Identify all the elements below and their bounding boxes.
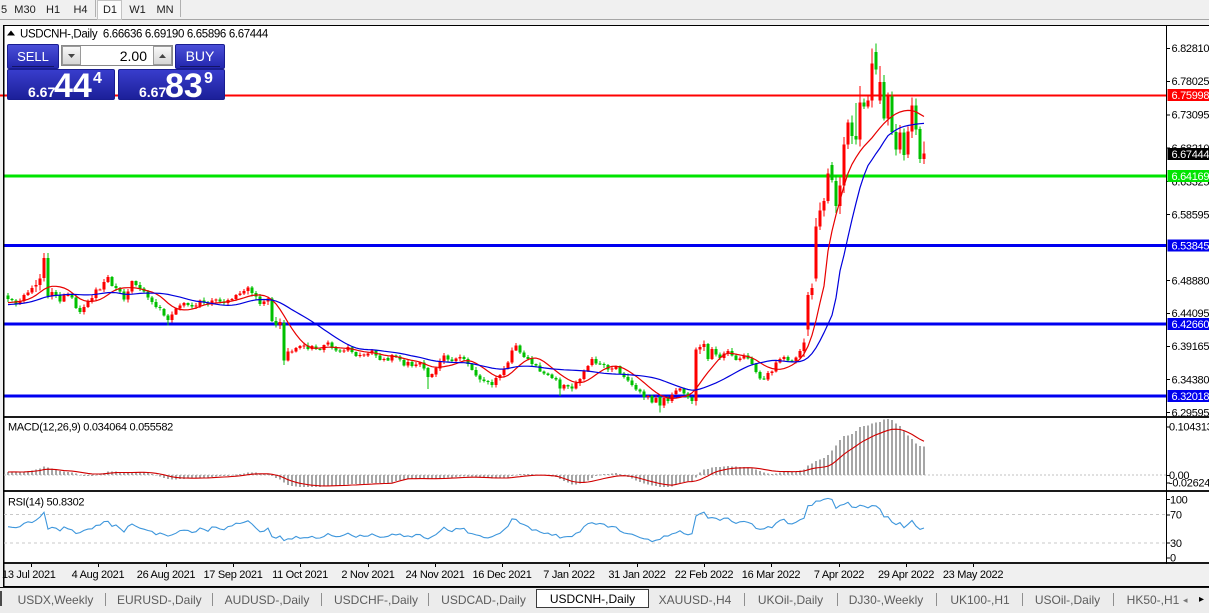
svg-text:-0.026249: -0.026249 bbox=[1169, 478, 1209, 490]
svg-text:6.78025: 6.78025 bbox=[1172, 76, 1209, 88]
svg-text:2 Nov 2021: 2 Nov 2021 bbox=[341, 569, 394, 581]
svg-text:6.82810: 6.82810 bbox=[1172, 43, 1209, 55]
svg-text:6.44095: 6.44095 bbox=[1172, 308, 1209, 320]
svg-text:USDCNH-,Daily 6.66636 6.69190: USDCNH-,Daily 6.66636 6.69190 6.65896 6.… bbox=[20, 29, 269, 41]
svg-text:24 Nov 2021: 24 Nov 2021 bbox=[405, 569, 464, 581]
svg-text:6.64169: 6.64169 bbox=[1172, 171, 1209, 183]
svg-text:16 Mar 2022: 16 Mar 2022 bbox=[742, 569, 801, 581]
svg-text:6.29595: 6.29595 bbox=[1172, 407, 1209, 419]
svg-text:6.58595: 6.58595 bbox=[1172, 209, 1209, 221]
svg-text:MACD(12,26,9) 0.034064 0.05558: MACD(12,26,9) 0.034064 0.055582 bbox=[8, 422, 173, 434]
svg-text:6.73095: 6.73095 bbox=[1172, 110, 1209, 122]
svg-text:6.42660: 6.42660 bbox=[1172, 319, 1209, 331]
svg-text:26 Aug 2021: 26 Aug 2021 bbox=[137, 569, 196, 581]
svg-text:29 Apr 2022: 29 Apr 2022 bbox=[878, 569, 934, 581]
svg-text:11 Oct 2021: 11 Oct 2021 bbox=[272, 569, 328, 581]
svg-text:RSI(14) 50.8302: RSI(14) 50.8302 bbox=[8, 497, 84, 509]
svg-text:6.75998: 6.75998 bbox=[1172, 90, 1209, 102]
svg-text:6.53845: 6.53845 bbox=[1172, 240, 1209, 252]
svg-text:23 May 2022: 23 May 2022 bbox=[943, 569, 1003, 581]
svg-text:4 Aug 2021: 4 Aug 2021 bbox=[72, 569, 125, 581]
svg-text:7 Apr 2022: 7 Apr 2022 bbox=[814, 569, 864, 581]
svg-text:6.32018: 6.32018 bbox=[1172, 391, 1209, 403]
svg-text:6.48880: 6.48880 bbox=[1172, 275, 1209, 287]
svg-text:13 Jul 2021: 13 Jul 2021 bbox=[2, 569, 56, 581]
svg-text:0.104313: 0.104313 bbox=[1169, 422, 1209, 434]
svg-text:6.39165: 6.39165 bbox=[1172, 341, 1209, 353]
svg-text:31 Jan 2022: 31 Jan 2022 bbox=[608, 569, 665, 581]
svg-text:100: 100 bbox=[1170, 494, 1188, 506]
svg-text:0.00: 0.00 bbox=[1169, 470, 1189, 482]
svg-text:6.34380: 6.34380 bbox=[1172, 374, 1209, 386]
svg-text:17 Sep 2021: 17 Sep 2021 bbox=[203, 569, 262, 581]
svg-text:6.67444: 6.67444 bbox=[1172, 149, 1209, 161]
svg-text:22 Feb 2022: 22 Feb 2022 bbox=[675, 569, 734, 581]
svg-text:16 Dec 2021: 16 Dec 2021 bbox=[472, 569, 531, 581]
svg-text:30: 30 bbox=[1170, 538, 1182, 550]
svg-text:0: 0 bbox=[1170, 553, 1176, 565]
svg-text:70: 70 bbox=[1170, 510, 1182, 522]
svg-text:7 Jan 2022: 7 Jan 2022 bbox=[543, 569, 595, 581]
